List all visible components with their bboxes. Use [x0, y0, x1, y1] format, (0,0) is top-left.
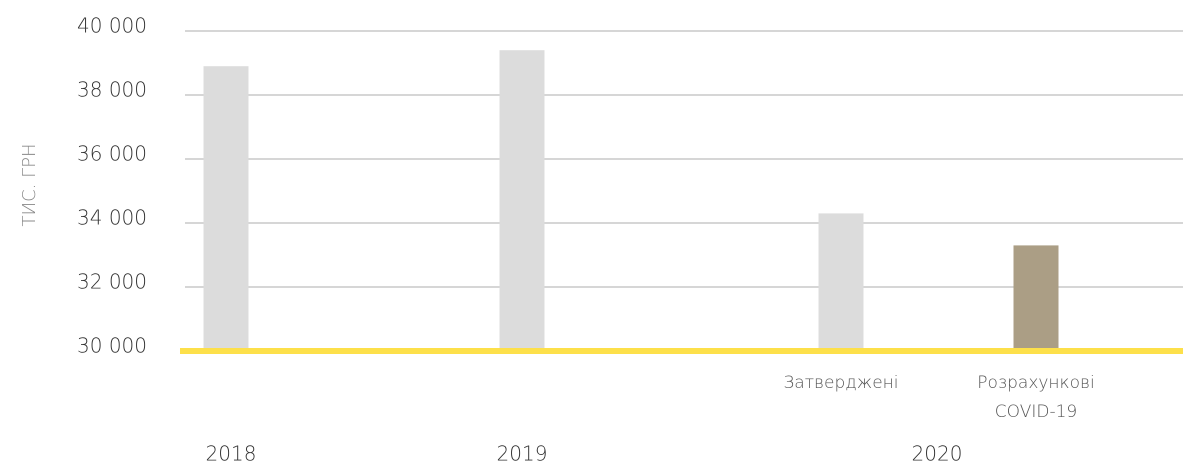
category-label: Затверджені: [783, 373, 898, 393]
y-tick-label: 36 000: [77, 142, 147, 166]
y-tick-label: 30 000: [77, 334, 147, 358]
y-tick-label: 40 000: [77, 14, 147, 38]
y-axis-label: ТИС. ГРН: [19, 143, 40, 226]
group-label: 2019: [497, 442, 548, 466]
category-label: Розрахункові COVID-19: [977, 373, 1094, 422]
bar: [499, 50, 545, 351]
bar: [1013, 245, 1059, 351]
y-tick-label: 38 000: [77, 78, 147, 102]
bar: [818, 213, 864, 351]
y-tick-label: 34 000: [77, 206, 147, 230]
bar: [203, 66, 249, 351]
group-label: 2018: [206, 442, 257, 466]
y-tick-label: 32 000: [77, 270, 147, 294]
group-label: 2020: [912, 442, 963, 466]
